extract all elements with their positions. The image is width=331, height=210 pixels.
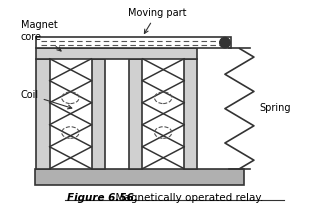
Text: Magnetically operated relay.: Magnetically operated relay. [109,193,263,203]
Bar [92,59,105,169]
Bar [36,37,231,49]
Bar [36,49,197,59]
Text: Magnet
core: Magnet core [21,20,61,51]
Bar [36,59,50,169]
Bar [184,59,197,169]
Text: Coil: Coil [21,90,72,109]
Text: Moving part: Moving part [127,8,186,33]
Text: Spring: Spring [260,103,291,113]
Circle shape [220,37,230,48]
Bar [129,59,142,169]
Text: Figure 6.56.: Figure 6.56. [67,193,138,203]
Bar [35,169,244,185]
